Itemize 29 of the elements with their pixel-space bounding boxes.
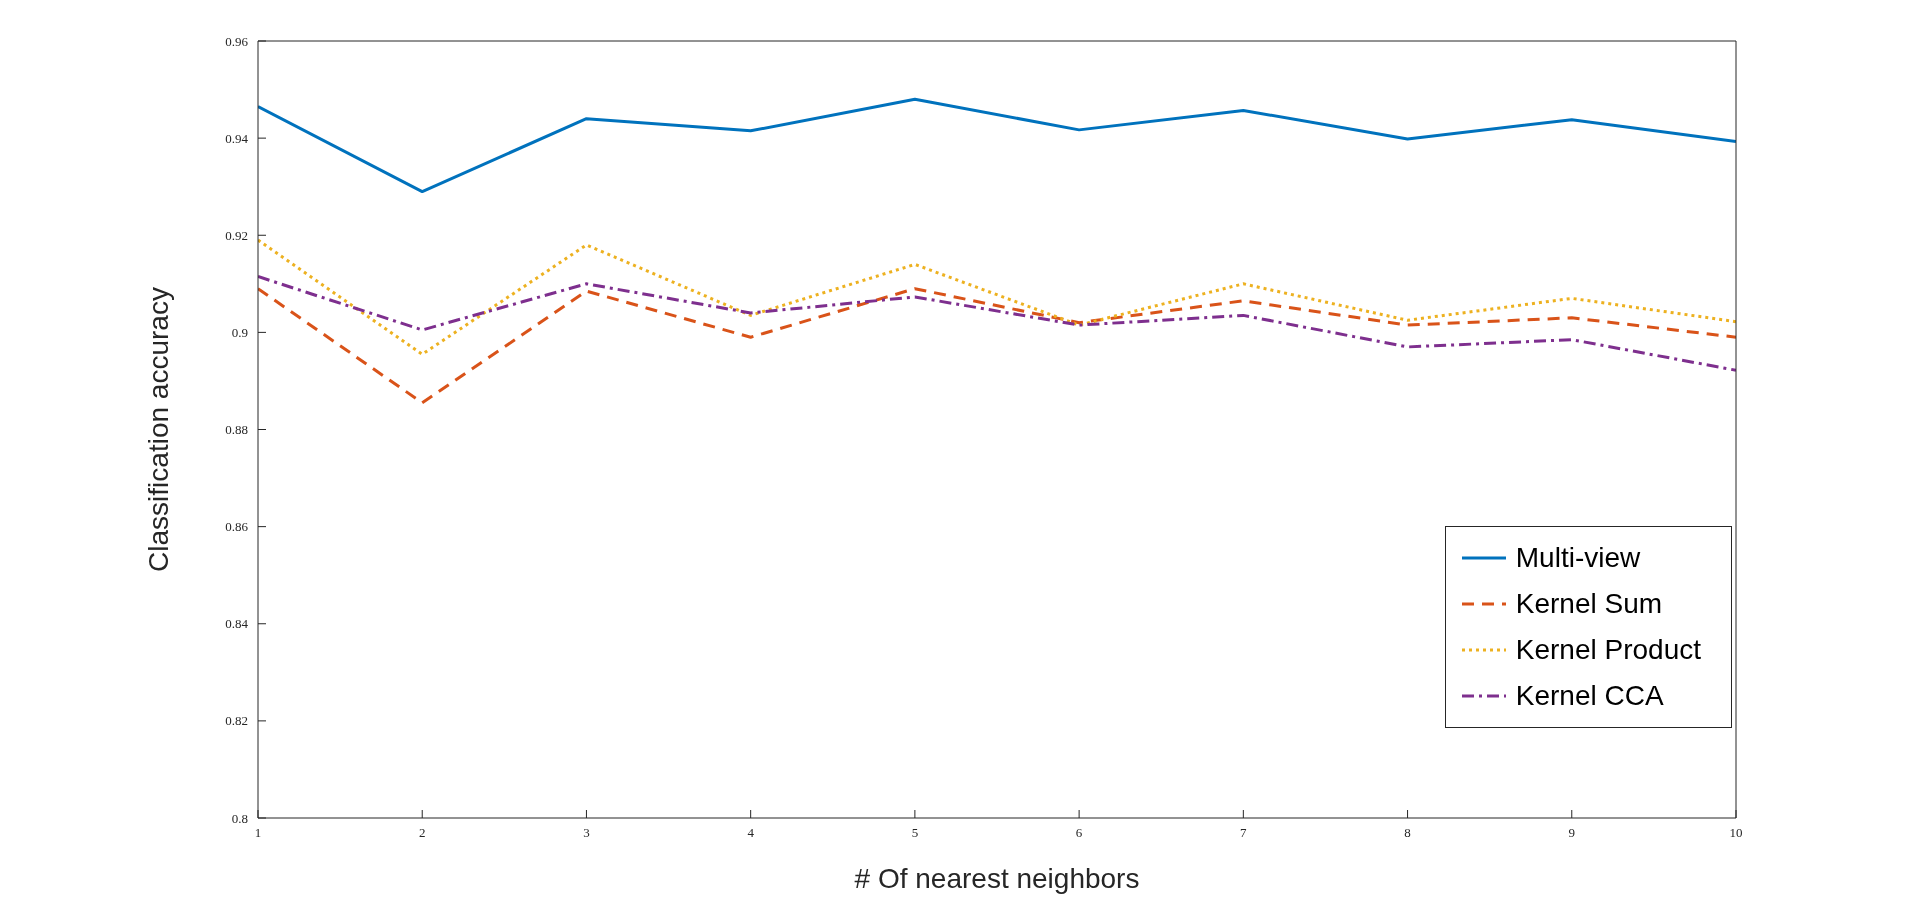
- x-tick-label: 8: [1404, 825, 1411, 841]
- line-series: [258, 238, 1736, 356]
- x-tick-label: 6: [1075, 825, 1083, 841]
- x-tick-label: 10: [1729, 825, 1743, 841]
- x-tick-label: 2: [418, 825, 426, 841]
- x-tick-label: 5: [911, 825, 919, 841]
- legend-label: Multi-view: [1515, 542, 1641, 574]
- x-tick-label: 3: [583, 825, 590, 841]
- legend-label: Kernel CCA: [1515, 680, 1664, 712]
- y-tick-label: 0.86: [225, 519, 249, 535]
- legend-label: Kernel Sum: [1515, 588, 1663, 620]
- x-tick-label: 4: [747, 825, 755, 841]
- line-series: [258, 97, 1736, 194]
- y-tick-label: 0.82: [225, 713, 248, 729]
- y-axis-title: Classification accuracy: [142, 287, 174, 572]
- y-tick-label: 0.9: [231, 324, 248, 340]
- x-axis-title: # Of nearest neighbors: [854, 863, 1140, 894]
- line-series: [258, 287, 1736, 405]
- x-tick-label: 7: [1240, 825, 1248, 841]
- line-series: [258, 275, 1736, 372]
- y-tick-label: 0.88: [225, 422, 248, 438]
- y-tick-label: 0.84: [225, 616, 249, 632]
- y-tick-label: 0.94: [225, 130, 249, 146]
- x-tick-label: 1: [254, 825, 262, 841]
- y-tick-label: 0.8: [231, 810, 248, 826]
- y-tick-label: 0.96: [225, 33, 249, 49]
- legend-label: Kernel Product: [1515, 634, 1701, 666]
- y-tick-label: 0.92: [225, 227, 248, 243]
- x-tick-label: 9: [1568, 825, 1576, 841]
